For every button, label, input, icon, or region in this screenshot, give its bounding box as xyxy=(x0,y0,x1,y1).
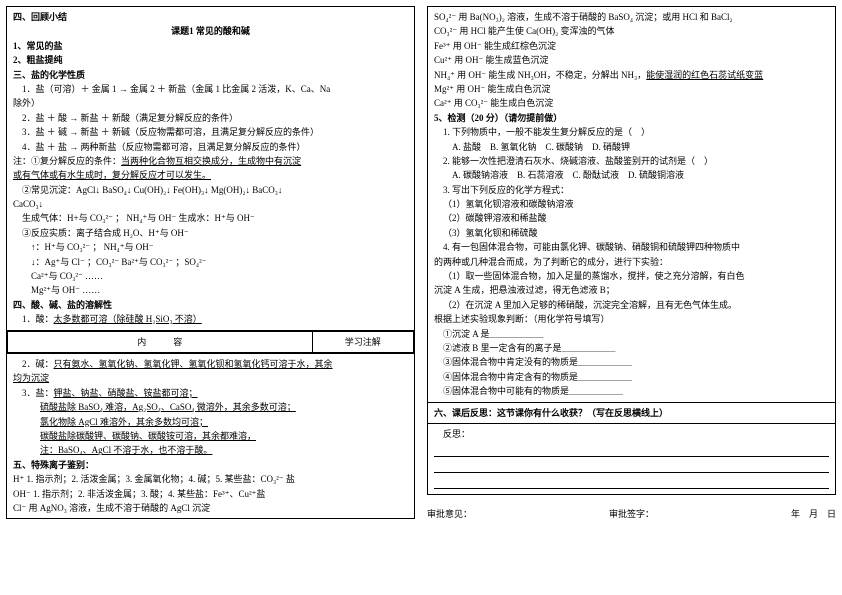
q3-1: （1）氢氧化钡溶液和碳酸钠溶液 xyxy=(434,197,829,211)
notes-header: 学习注解 xyxy=(312,331,414,352)
salt-label: 3．盐： xyxy=(22,388,54,398)
base-text: 只有氨水、氢氧化钠、氢氧化钾、氢氧化钡和氢氧化钙可溶于水，其余 xyxy=(54,359,333,369)
section4-title: 四、回顾小结 xyxy=(13,10,408,24)
q4-a1: ①沉淀 A 是＿＿＿＿＿＿ xyxy=(434,327,829,341)
footer: 审批意见： 审批签字： 年 月 日 xyxy=(427,507,836,521)
salt-line: 3．盐：钾盐、钠盐、硝酸盐、铵盐都可溶； xyxy=(13,386,408,400)
approve-label: 审批意见： xyxy=(427,507,472,521)
q4-2: （2）在沉淀 A 里加入足够的稀硝酸，沉淀完全溶解，且有无色气体生成。 xyxy=(434,298,829,312)
q4-a2: ②滤液 B 里一定含有的离子是＿＿＿＿＿＿ xyxy=(434,341,829,355)
salt-t4: 碳酸盐除碳酸钾、碳酸钠、碳酸铵可溶，其余都难溶， xyxy=(13,429,408,443)
acid-line: 1．酸：太多数都可溶（除硅酸 H₂SiO₃ 不溶） xyxy=(13,312,408,326)
note-1a: 注：①复分解反应的条件： xyxy=(13,156,121,166)
heading-5: 五、特殊离子鉴别： xyxy=(13,458,408,472)
note-6: ↓：Ag⁺与 Cl⁻ ；CO₃²⁻ Ba²⁺与 CO₃²⁻ ；SO₄²⁻ xyxy=(13,255,408,269)
right-page: SO₄²⁻ 用 Ba(NO₃)₂ 溶液，生成不溶于硝酸的 BaSO₄ 沉淀；或用… xyxy=(421,0,842,595)
q4-a4: ④固体混合物中肯定含有的物质是＿＿＿＿＿＿ xyxy=(434,370,829,384)
q2: 2. 能够一次性把澄清石灰水、烧碱溶液、盐酸鉴别开的试剂是（ ） xyxy=(434,154,829,168)
heading-3: 三、盐的化学性质 xyxy=(13,68,408,82)
acid-label: 1．酸： xyxy=(22,314,54,324)
note-4: ③反应实质：离子结合成 H₂O、H⁺与 OH⁻ xyxy=(13,226,408,240)
ion-co3: CO₃²⁻ 用 HCl 能产生使 Ca(OH)₂ 变浑浊的气体 xyxy=(434,24,829,38)
reflect-label: 反思： xyxy=(434,427,829,441)
salt-prop-4: 4．盐 ＋ 盐 → 两种新盐（反应物需都可溶，且满足复分解反应的条件） xyxy=(13,140,408,154)
note-3: 生成气体：H+与 CO₃²⁻ ； NH₄⁺与 OH⁻ 生成水：H⁺与 OH⁻ xyxy=(13,211,408,225)
heading-6: 六、课后反思：这节课你有什么收获？（写在反思横线上） xyxy=(434,406,829,420)
note-2: ②常见沉淀：AgCl↓ BaSO₄↓ Cu(OH)₂↓ Fe(OH)₃↓ Mg(… xyxy=(13,183,408,197)
q4-a3: ③固体混合物中肯定没有的物质是＿＿＿＿＿＿ xyxy=(434,355,829,369)
left-bottom-cell: 2．碱：只有氨水、氢氧化钠、氢氧化钾、氢氧化钡和氢氧化钙可溶于水，其余 均为沉淀… xyxy=(7,353,415,518)
date-label: 年 月 日 xyxy=(791,507,836,521)
base-label: 2．碱： xyxy=(22,359,54,369)
left-page: 四、回顾小结 课题1 常见的酸和碱 1、常见的盐 2、粗盐提纯 三、盐的化学性质… xyxy=(0,0,421,595)
col-header-row: 内 容 学习注解 xyxy=(7,330,415,353)
reflect-line-1[interactable] xyxy=(434,443,829,457)
ion-oh: OH⁻ 1. 指示剂；2. 非活泼金属；3. 酸；4. 某些盐：Fe³⁺、Cu²… xyxy=(13,487,408,501)
heading-2: 2、粗盐提纯 xyxy=(13,53,408,67)
acid-text: 太多数都可溶（除硅酸 H₂SiO₃ 不溶） xyxy=(54,314,202,324)
note-8: Mg²⁺与 OH⁻ …… xyxy=(13,283,408,297)
q4-1b: 沉淀 A 生成，把悬浊液过滤，得无色滤液 B； xyxy=(434,283,829,297)
q4-a5: ⑤固体混合物中可能有的物质是＿＿＿＿＿＿ xyxy=(434,384,829,398)
q3-2: （2）碳酸钾溶液和稀盐酸 xyxy=(434,211,829,225)
right-table: SO₄²⁻ 用 Ba(NO₃)₂ 溶液，生成不溶于硝酸的 BaSO₄ 沉淀；或用… xyxy=(427,6,836,495)
note-2b: CaCO₃↓ xyxy=(13,197,408,211)
q4-ans-h: 根据上述实验现象判断：（用化学符号填写） xyxy=(434,312,829,326)
ion-fe: Fe³⁺ 用 OH⁻ 能生成红棕色沉淀 xyxy=(434,39,829,53)
salt-prop-3: 3．盐 ＋ 碱 → 新盐 ＋ 新碱（反应物需都可溶，且满足复分解反应的条件） xyxy=(13,125,408,139)
q3: 3. 写出下列反应的化学方程式： xyxy=(434,183,829,197)
sign-label: 审批签字： xyxy=(609,507,654,521)
ion-h: H⁺ 1. 指示剂；2. 活泼金属；3. 金属氧化物；4. 碱；5. 某些盐：C… xyxy=(13,472,408,486)
ion-cl: Cl⁻ 用 AgNO₃ 溶液，生成不溶于硝酸的 AgCl 沉淀 xyxy=(13,501,408,515)
reflection-body-cell: 反思： xyxy=(428,423,836,494)
note-1: 注：①复分解反应的条件：当两种化合物互相交换成分，生成物中有沉淀 xyxy=(13,154,408,168)
heading-1: 1、常见的盐 xyxy=(13,39,408,53)
salt-t3: 氯化物除 AgCl 难溶外，其余多数均可溶； xyxy=(13,415,408,429)
heading-4: 四、酸、碱、盐的溶解性 xyxy=(13,298,408,312)
note-7: Ca²⁺与 CO₃²⁻ …… xyxy=(13,269,408,283)
reflect-line-2[interactable] xyxy=(434,459,829,473)
q2-opts: A. 碳酸钠溶液 B. 石蕊溶液 C. 酚酞试液 D. 硫酸铜溶液 xyxy=(434,168,829,182)
q4b: 的两种或几种混合而成，为了判断它的成分，进行下实验： xyxy=(434,255,829,269)
reflection-header-cell: 六、课后反思：这节课你有什么收获？（写在反思横线上） xyxy=(428,402,836,423)
salt-prop-1: 1．盐（可溶）＋ 金属 1 → 金属 2 ＋ 新盐（金属 1 比金属 2 活泼，… xyxy=(13,82,408,96)
note-1b: 当两种化合物互相交换成分，生成物中有沉淀 xyxy=(121,156,301,166)
q3-3: （3）氢氧化钡和稀硫酸 xyxy=(434,226,829,240)
salt-t2: 硫酸盐除 BaSO₄ 难溶，Ag₂SO₄、CaSO₄ 微溶外，其余多数可溶； xyxy=(13,400,408,414)
q4-1: （1）取一些固体混合物，加入足量的蒸馏水，搅拌，使之充分溶解，有白色 xyxy=(434,269,829,283)
ion-nh4-b: 能使湿润的红色石蕊试纸变蓝 xyxy=(646,70,763,80)
salt-prop-2: 2．盐 ＋ 酸 → 新盐 ＋ 新酸（满足复分解反应的条件） xyxy=(13,111,408,125)
content-header: 内 容 xyxy=(8,331,313,352)
subject-title: 课题1 常见的酸和碱 xyxy=(13,24,408,38)
right-top-cell: SO₄²⁻ 用 Ba(NO₃)₂ 溶液，生成不溶于硝酸的 BaSO₄ 沉淀；或用… xyxy=(428,7,836,403)
ion-so4: SO₄²⁻ 用 Ba(NO₃)₂ 溶液，生成不溶于硝酸的 BaSO₄ 沉淀；或用… xyxy=(434,10,829,24)
left-table: 四、回顾小结 课题1 常见的酸和碱 1、常见的盐 2、粗盐提纯 三、盐的化学性质… xyxy=(6,6,415,519)
ion-nh4: NH₄⁺ 用 OH⁻ 能生成 NH₃OH，不稳定，分解出 NH₃，能使湿润的红色… xyxy=(434,68,829,82)
salt-t5: 注：BaSO₄、AgCl 不溶于水，也不溶于酸。 xyxy=(13,443,408,457)
ion-nh4-a: NH₄⁺ 用 OH⁻ 能生成 NH₃OH，不稳定，分解出 NH₃， xyxy=(434,70,646,80)
base-line: 2．碱：只有氨水、氢氧化钠、氢氧化钾、氢氧化钡和氢氧化钙可溶于水，其余 xyxy=(13,357,408,371)
reflect-line-3[interactable] xyxy=(434,475,829,489)
q4: 4. 有一包固体混合物，可能由氯化钾、碳酸钠、硝酸铜和硫酸钾四种物质中 xyxy=(434,240,829,254)
base-text2: 均为沉淀 xyxy=(13,371,408,385)
note-1c: 或有气体或有水生成时，复分解反应才可以发生。 xyxy=(13,168,408,182)
ion-mg: Mg²⁺ 用 OH⁻ 能生成白色沉淀 xyxy=(434,82,829,96)
left-main-cell: 四、回顾小结 课题1 常见的酸和碱 1、常见的盐 2、粗盐提纯 三、盐的化学性质… xyxy=(7,7,415,331)
ion-cu: Cu²⁺ 用 OH⁻ 能生成蓝色沉淀 xyxy=(434,53,829,67)
salt-prop-1b: 除外） xyxy=(13,96,408,110)
note-5: ↑：H⁺与 CO₃²⁻ ； NH₄⁺与 OH⁻ xyxy=(13,240,408,254)
q1: 1. 下列物质中，一般不能发生复分解反应的是（ ） xyxy=(434,125,829,139)
salt-t1: 钾盐、钠盐、硝酸盐、铵盐都可溶； xyxy=(54,388,198,398)
test-heading: 5、检测（20 分）（请勿提前做） xyxy=(434,111,829,125)
ion-ca: Ca²⁺ 用 CO₃²⁻ 能生成白色沉淀 xyxy=(434,96,829,110)
q1-opts: A. 盐酸 B. 氢氧化钠 C. 碳酸钠 D. 硝酸钾 xyxy=(434,140,829,154)
